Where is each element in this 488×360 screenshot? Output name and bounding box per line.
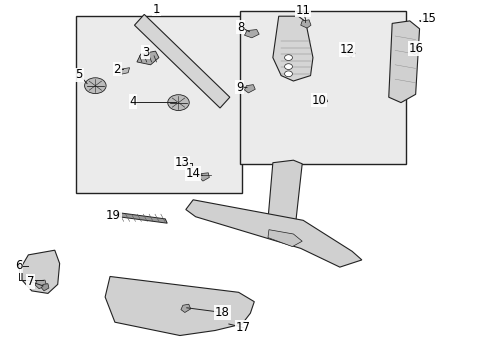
Circle shape <box>284 64 292 69</box>
Polygon shape <box>244 85 255 93</box>
Text: 1: 1 <box>152 3 160 15</box>
Polygon shape <box>318 96 327 105</box>
Circle shape <box>284 71 292 77</box>
Polygon shape <box>116 212 167 223</box>
Text: 3: 3 <box>142 46 149 59</box>
Polygon shape <box>41 284 49 291</box>
Text: 17: 17 <box>236 321 250 334</box>
Polygon shape <box>300 20 310 28</box>
Polygon shape <box>267 160 302 229</box>
Bar <box>239 11 405 164</box>
Text: 5: 5 <box>75 68 83 81</box>
Text: 9: 9 <box>235 81 243 94</box>
Polygon shape <box>185 200 361 267</box>
Text: 2: 2 <box>113 63 121 76</box>
Polygon shape <box>244 30 259 38</box>
Text: 6: 6 <box>15 259 22 272</box>
Polygon shape <box>344 49 354 57</box>
Text: 13: 13 <box>174 156 189 169</box>
Text: 16: 16 <box>408 42 423 55</box>
Polygon shape <box>199 173 209 181</box>
Polygon shape <box>272 16 312 81</box>
Polygon shape <box>409 46 420 55</box>
Circle shape <box>167 95 189 111</box>
Polygon shape <box>134 14 229 108</box>
Text: 19: 19 <box>106 209 121 222</box>
Text: 14: 14 <box>185 167 200 180</box>
Text: 18: 18 <box>215 306 229 319</box>
Polygon shape <box>267 230 302 247</box>
Polygon shape <box>388 21 419 103</box>
Polygon shape <box>181 304 190 312</box>
Polygon shape <box>137 51 159 65</box>
Text: 8: 8 <box>236 21 244 33</box>
Text: 11: 11 <box>295 4 310 17</box>
Polygon shape <box>35 280 46 289</box>
Text: 10: 10 <box>311 94 325 107</box>
Text: 4: 4 <box>129 95 137 108</box>
Circle shape <box>284 55 292 60</box>
Text: 12: 12 <box>339 43 354 56</box>
Polygon shape <box>105 276 254 336</box>
Text: 7: 7 <box>26 275 34 288</box>
Polygon shape <box>120 68 129 75</box>
Text: 15: 15 <box>421 12 436 24</box>
Bar <box>76 16 242 193</box>
Circle shape <box>84 78 106 94</box>
Polygon shape <box>22 250 60 293</box>
